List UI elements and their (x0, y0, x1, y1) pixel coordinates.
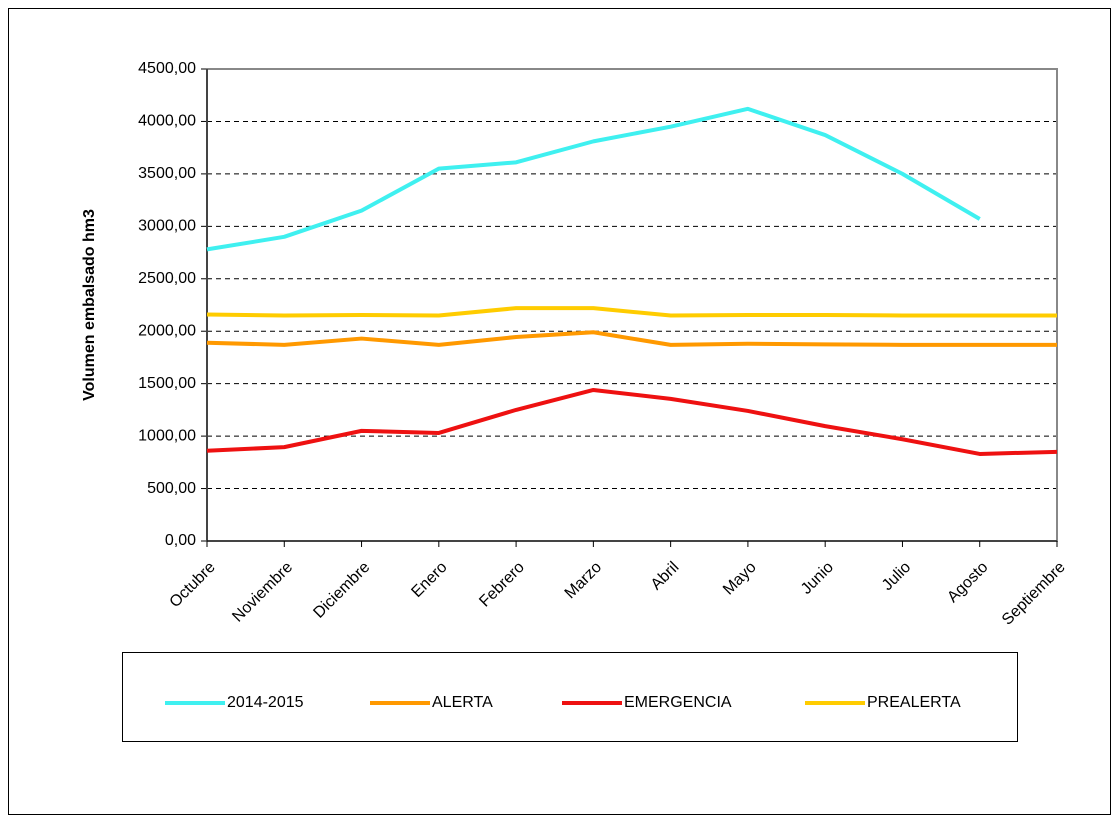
legend-label: 2014-2015 (227, 694, 304, 711)
legend-label: EMERGENCIA (624, 694, 732, 711)
series-line (206, 106, 981, 252)
legend-label: PREALERTA (867, 694, 961, 711)
y-tick-label: 4000,00 (138, 113, 196, 130)
y-tick-label: 3500,00 (138, 165, 196, 182)
y-tick-label: 1500,00 (138, 375, 196, 392)
y-tick-label: 2000,00 (138, 322, 196, 339)
y-tick-label: 1000,00 (138, 427, 196, 444)
y-tick-label: 0,00 (165, 532, 196, 549)
y-tick-label: 4500,00 (138, 60, 196, 77)
series-line (206, 330, 1057, 347)
y-tick-label: 3000,00 (138, 218, 196, 235)
y-tick-label: 500,00 (147, 480, 196, 497)
series-line (206, 387, 1058, 456)
legend-box (122, 652, 1018, 742)
series-line (206, 306, 1057, 318)
legend-label: ALERTA (432, 694, 493, 711)
y-tick-label: 2500,00 (138, 270, 196, 287)
y-axis-title: Volumen embalsado hm3 (81, 209, 98, 401)
